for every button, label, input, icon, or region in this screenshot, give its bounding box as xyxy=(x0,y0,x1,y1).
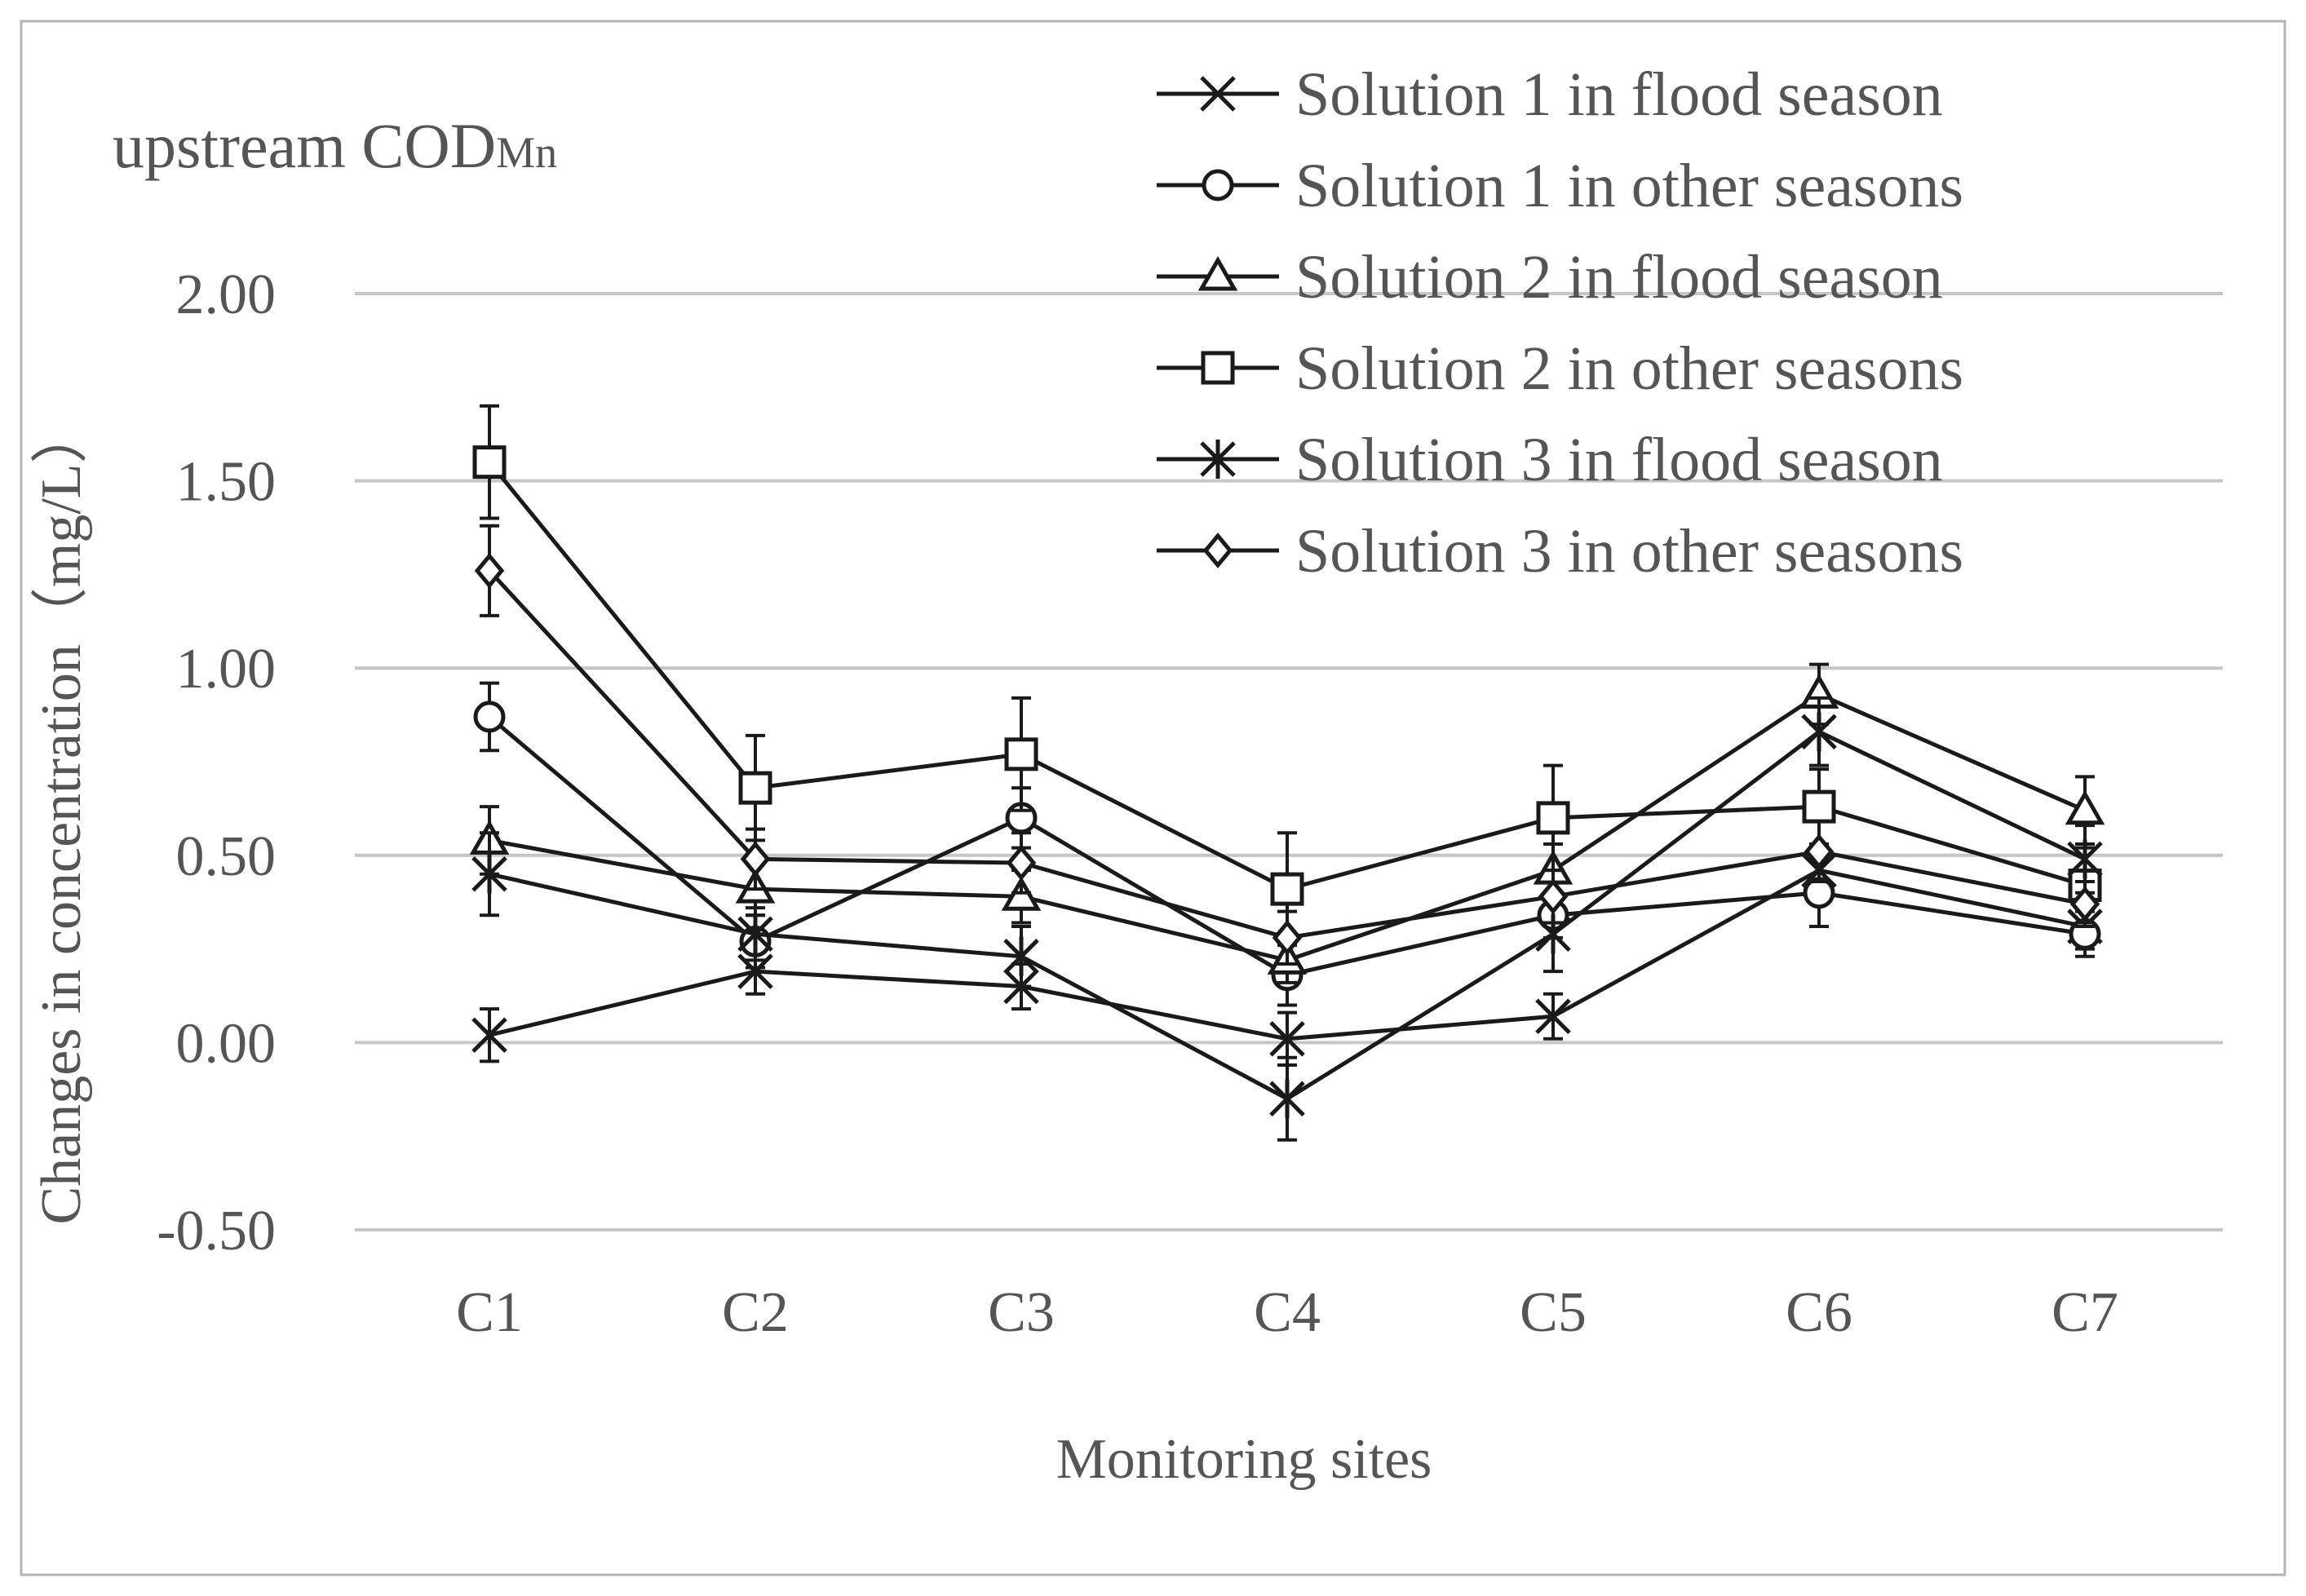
legend-label: Solution 1 in other seasons xyxy=(1295,152,1963,220)
legend-label: Solution 2 in flood season xyxy=(1295,243,1943,312)
data-point xyxy=(738,771,772,805)
legend-item: Solution 3 in flood season xyxy=(1157,426,1943,494)
y-axis-label: Changes in concentration（mg/L） xyxy=(30,406,93,1224)
data-point xyxy=(474,552,505,589)
legend-marker xyxy=(1202,533,1233,568)
legend-marker xyxy=(1201,351,1235,385)
y-tick-label: 1.00 xyxy=(176,638,277,701)
y-axis-tick-labels: -0.50 0.00 0.50 1.00 1.50 2.00 xyxy=(157,263,276,1262)
data-point xyxy=(2069,886,2100,922)
legend-marker xyxy=(1197,255,1238,291)
chart-title: upstream CODMn xyxy=(113,110,557,181)
data-point xyxy=(1801,712,1837,752)
data-point xyxy=(1535,998,1571,1035)
data-point xyxy=(471,1017,507,1053)
legend-marker xyxy=(1200,76,1236,112)
data-point xyxy=(2067,839,2103,879)
x-axis-tick-labels: C1 C2 C3 C4 C5 C6 C7 xyxy=(456,1281,2118,1344)
data-point xyxy=(1001,876,1042,911)
y-tick-label: 0.50 xyxy=(176,825,277,888)
y-tick-label: -0.50 xyxy=(157,1200,276,1262)
data-point xyxy=(1272,919,1303,956)
data-point xyxy=(471,854,507,894)
series-6 xyxy=(474,524,2100,966)
legend-label: Solution 2 in other seasons xyxy=(1295,334,1963,403)
y-tick-label: 1.50 xyxy=(176,451,277,514)
data-point xyxy=(1538,878,1569,915)
data-point xyxy=(2065,789,2105,825)
y-tick-label: 0.00 xyxy=(176,1012,277,1075)
data-point xyxy=(472,445,507,480)
data-point xyxy=(473,701,506,733)
legend-item: Solution 3 in other seasons xyxy=(1157,517,1963,586)
series-5 xyxy=(471,696,2103,1142)
legend-item: Solution 2 in other seasons xyxy=(1157,334,1963,403)
legend-label: Solution 1 in flood season xyxy=(1295,60,1943,129)
x-tick-label: C5 xyxy=(1520,1281,1587,1344)
legend-item: Solution 2 in flood season xyxy=(1157,243,1943,312)
data-point xyxy=(737,914,773,954)
data-point xyxy=(1802,789,1836,824)
data-point xyxy=(1269,1021,1305,1057)
data-point xyxy=(1804,833,1835,870)
x-axis-label: Monitoring sites xyxy=(1056,1428,1432,1491)
data-point xyxy=(740,841,771,878)
legend-label: Solution 3 in flood season xyxy=(1295,426,1943,494)
x-tick-label: C3 xyxy=(988,1281,1055,1344)
series-4 xyxy=(472,404,2102,948)
data-point xyxy=(1269,1079,1305,1119)
legend-label: Solution 3 in other seasons xyxy=(1295,517,1963,586)
legend-item: Solution 1 in other seasons xyxy=(1157,152,1963,220)
data-point xyxy=(1536,801,1570,835)
y-tick-label: 2.00 xyxy=(176,263,277,326)
x-tick-label: C6 xyxy=(1786,1281,1852,1344)
legend-marker xyxy=(1202,169,1234,201)
legend-item: Solution 1 in flood season xyxy=(1157,60,1943,129)
series-group xyxy=(469,404,2105,1142)
data-point xyxy=(1003,936,1039,976)
data-point xyxy=(1270,872,1304,906)
x-tick-label: C7 xyxy=(2051,1281,2118,1344)
chart-frame xyxy=(20,20,2286,1576)
x-tick-label: C4 xyxy=(1254,1281,1321,1344)
data-point xyxy=(1004,737,1038,771)
legend-marker xyxy=(1200,440,1236,479)
data-point xyxy=(1006,845,1037,881)
x-tick-label: C2 xyxy=(722,1281,789,1344)
x-tick-label: C1 xyxy=(456,1281,523,1344)
data-point xyxy=(737,953,773,989)
legend: Solution 1 in flood season Solution 1 in … xyxy=(1157,60,1963,586)
